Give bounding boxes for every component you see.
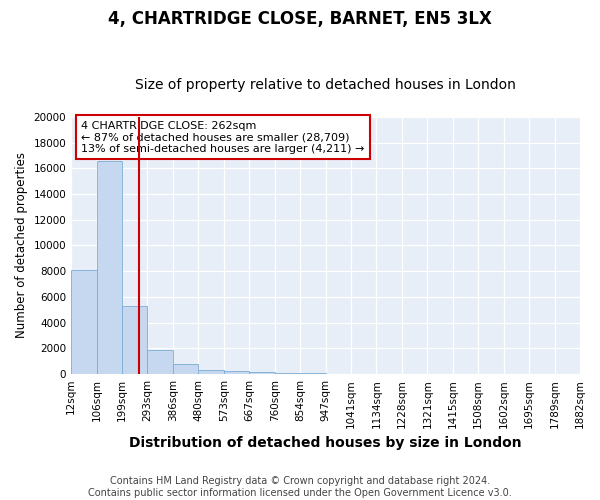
Bar	[300, 373, 326, 374]
Title: Size of property relative to detached houses in London: Size of property relative to detached ho…	[135, 78, 516, 92]
Bar	[249, 372, 275, 374]
Y-axis label: Number of detached properties: Number of detached properties	[15, 152, 28, 338]
Text: 4 CHARTRIDGE CLOSE: 262sqm
← 87% of detached houses are smaller (28,709)
13% of : 4 CHARTRIDGE CLOSE: 262sqm ← 87% of deta…	[82, 120, 365, 154]
Bar	[199, 370, 224, 374]
Bar	[71, 270, 97, 374]
Bar	[224, 372, 249, 374]
Bar	[122, 306, 148, 374]
Text: Contains HM Land Registry data © Crown copyright and database right 2024.
Contai: Contains HM Land Registry data © Crown c…	[88, 476, 512, 498]
Text: 4, CHARTRIDGE CLOSE, BARNET, EN5 3LX: 4, CHARTRIDGE CLOSE, BARNET, EN5 3LX	[108, 10, 492, 28]
Bar	[97, 160, 122, 374]
Bar	[275, 373, 300, 374]
Bar	[148, 350, 173, 374]
X-axis label: Distribution of detached houses by size in London: Distribution of detached houses by size …	[129, 436, 522, 450]
Bar	[173, 364, 199, 374]
